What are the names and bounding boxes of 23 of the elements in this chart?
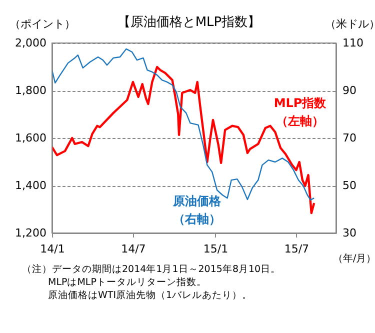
series-label: 原油価格（右軸） <box>172 194 222 226</box>
x-tick-label: 15/1 <box>203 242 228 256</box>
x-tick-label: 14/7 <box>121 242 146 256</box>
y-tick-label: 1,800 <box>15 84 46 97</box>
y2-tick-label: 110 <box>342 36 364 50</box>
y2-tick-label: 50 <box>342 179 356 192</box>
y2-tick-label: 70 <box>342 132 356 144</box>
x-tick-label: 14/1 <box>40 242 65 256</box>
y-axis-title: （ポイント） <box>10 18 76 30</box>
y2-tick-label: 30 <box>342 226 356 240</box>
y-tick-label: 1,600 <box>15 132 46 144</box>
y-tick-label: 2,000 <box>15 36 46 50</box>
y-tick-label: 1,200 <box>15 226 46 240</box>
chart-title: 【原油価格とMLP指数】 <box>117 15 261 30</box>
x-tick-label: 15/7 <box>284 242 310 256</box>
series-label: MLP指数（左軸） <box>274 96 328 128</box>
y-tick-label: 1,400 <box>15 179 46 192</box>
text: （注）データの期間は2014年1月1日～2015年8月10日。 <box>22 263 281 275</box>
y2-axis-title: （米ドル） <box>325 18 375 30</box>
y2-tick-label: 90 <box>342 84 356 97</box>
text: MLPはMLPトータルリターン指数。 <box>48 276 206 288</box>
text: 原油価格はWTI原油先物（1バレルあたり）。 <box>48 289 252 301</box>
x-axis-title: （年/月） <box>332 252 375 264</box>
